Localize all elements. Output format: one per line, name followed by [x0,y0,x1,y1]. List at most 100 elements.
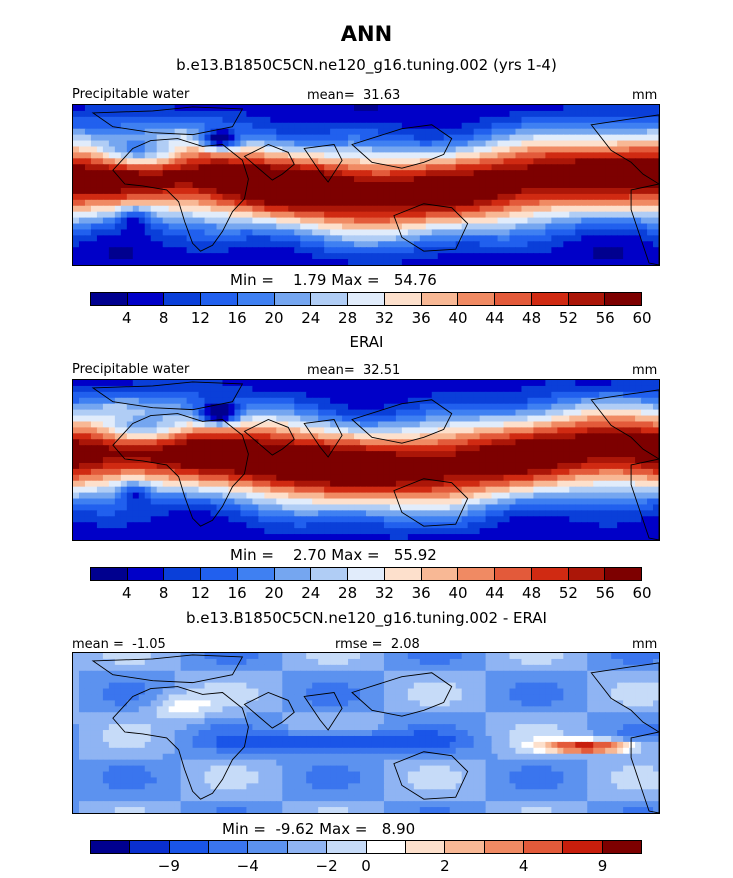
colorbar-tick-label: 2 [440,857,450,875]
panel1-colorbar-ticks: 4 8 12 16 20 24 28 32 36 40 44 48 52 56 60 [90,309,652,327]
colorbar-tick-label: 56 [595,584,615,602]
colorbar-swatch [568,293,606,305]
colorbar-tick-label: 4 [122,584,132,602]
colorbar-tick-label: 32 [374,584,394,602]
panel2-title: ERAI [349,333,384,351]
panel3-rmse-label: rmse = [335,637,383,652]
panel2-map [72,379,660,541]
panel2-field [73,380,659,540]
colorbar-swatch [421,568,459,580]
panel3-minmax: Min = -9.62 Max = 8.90 [222,820,415,838]
colorbar-tick-label: 20 [264,584,284,602]
colorbar-swatch [201,293,238,305]
panel1-field [73,105,659,265]
colorbar-tick-label: 12 [190,584,210,602]
colorbar-swatch [495,568,532,580]
panel3-units: mm [632,637,658,652]
coastline [630,731,659,813]
colorbar-swatch [287,841,328,853]
colorbar-tick-label: 16 [227,584,247,602]
colorbar-swatch [405,841,446,853]
panel1-mean: mean= 31.63 [307,88,400,103]
panel3-mean-value: -1.05 [132,637,166,652]
colorbar-swatch [531,568,569,580]
colorbar-swatch [164,568,202,580]
panel1-max-label: Max = [331,271,380,289]
panel2-coastlines [91,381,659,540]
panel2-min-label: Min = [230,546,274,564]
colorbar-swatch [384,293,422,305]
colorbar-swatch [201,568,238,580]
colorbar-tick-label: 28 [338,584,358,602]
panel2-mean-label: mean= [307,363,355,378]
panel3-rmse: rmse = 2.08 [335,637,420,652]
coastline [351,399,453,444]
colorbar-swatch [348,568,385,580]
colorbar-tick-label: 40 [448,309,468,327]
panel3-title: b.e13.B1850C5CN.ne120_g16.tuning.002 - E… [186,609,547,627]
colorbar-swatch [311,568,349,580]
colorbar-tick-label: 52 [558,309,578,327]
colorbar-tick-label: 20 [264,309,284,327]
coastline [393,751,469,800]
colorbar-tick-label: 52 [558,584,578,602]
coastline [590,662,659,733]
colorbar-swatch [458,568,496,580]
panel2-mean: mean= 32.51 [307,363,400,378]
panel3-min-value: -9.62 [275,820,315,838]
panel2-max-label: Max = [331,546,380,564]
panel1-colorbar [90,292,642,306]
coastline [393,478,469,527]
colorbar-swatch [602,841,642,853]
coastline [91,106,244,136]
colorbar-tick-label: 4 [518,857,529,875]
panel1-variable-label: Precipitable water [72,87,190,102]
colorbar-tick-label: 9 [597,857,608,875]
colorbar-swatch [523,841,564,853]
coastline [303,419,343,458]
colorbar-swatch [495,293,532,305]
panel2-field-svg [73,380,659,540]
colorbar-tick-label: 32 [374,309,394,327]
colorbar-swatch [248,841,288,853]
colorbar-swatch [484,841,524,853]
panel1-units: mm [632,88,658,103]
coastline [590,389,659,460]
panel1-title: b.e13.B1850C5CN.ne120_g16.tuning.002 (yr… [176,56,557,74]
colorbar-swatch [605,293,642,305]
colorbar-swatch [274,568,312,580]
colorbar-swatch [91,293,128,305]
colorbar-tick-label: 8 [158,584,169,602]
panel2-min-value: 2.70 [293,546,327,564]
colorbar-tick-label: 60 [632,309,652,327]
panel3-field-svg [73,653,659,813]
coastline [393,203,469,252]
colorbar-swatch [563,841,603,853]
panel3-colorbar [90,840,642,854]
colorbar-tick-label: 60 [632,584,652,602]
panel2-max-value: 55.92 [393,546,437,564]
colorbar-swatch [445,841,485,853]
coastline [112,686,249,800]
colorbar-tick-label: 48 [522,584,542,602]
colorbar-swatch [605,568,642,580]
colorbar-swatch [327,841,367,853]
panel1-mean-value: 31.63 [363,88,401,103]
colorbar-tick-label: 36 [411,309,431,327]
colorbar-swatch [366,841,406,853]
panel3-colorbar-ticks: −9 −4 −2 0 2 4 9 [90,857,642,875]
panel3-rmse-value: 2.08 [390,637,420,652]
coastline [243,144,295,181]
colorbar-swatch [127,568,165,580]
colorbar-swatch [164,293,202,305]
colorbar-tick-label: 0 [361,857,371,875]
colorbar-tick-label: 16 [227,309,247,327]
coastline [243,692,295,729]
panel3-field [73,653,659,813]
panel1-map [72,104,660,266]
panel3-coastlines [91,654,659,813]
panel2-colorbar [90,567,642,581]
colorbar-swatch [127,293,165,305]
colorbar-swatch [274,293,312,305]
colorbar-swatch [531,293,569,305]
